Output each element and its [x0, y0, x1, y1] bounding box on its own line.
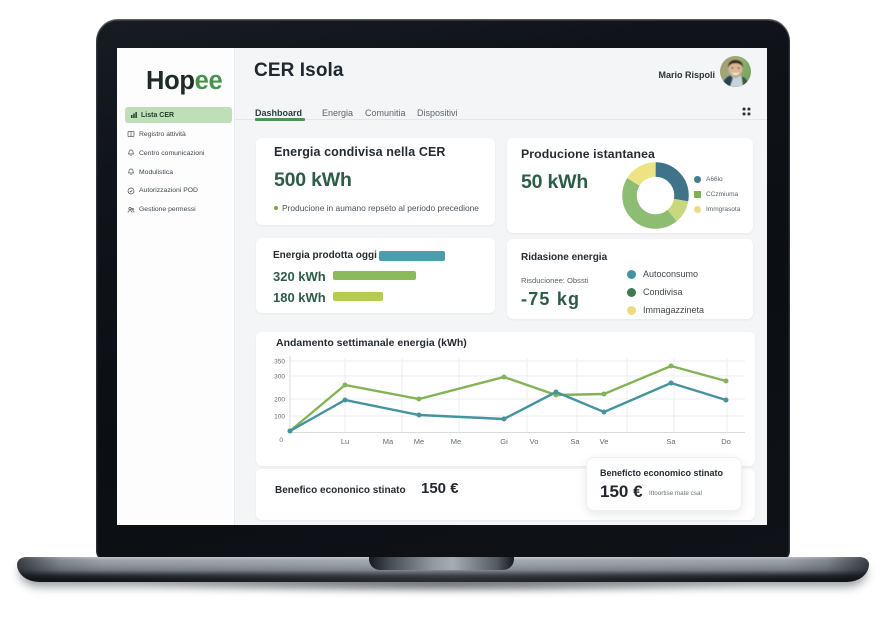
svg-text:Ve: Ve — [600, 437, 609, 446]
svg-text:Me: Me — [451, 437, 461, 446]
svg-text:Me: Me — [414, 437, 424, 446]
svg-text:0: 0 — [279, 437, 283, 444]
svg-text:300: 300 — [274, 374, 285, 381]
svg-text:100: 100 — [274, 414, 285, 421]
svg-text:Do: Do — [721, 437, 731, 446]
svg-text:Gi: Gi — [500, 437, 508, 446]
svg-text:Lu: Lu — [341, 437, 349, 446]
svg-text:200: 200 — [274, 397, 285, 404]
svg-text:Vo: Vo — [530, 437, 539, 446]
svg-text:Ma: Ma — [383, 437, 394, 446]
svg-text:Sa: Sa — [666, 437, 676, 446]
svg-text:350: 350 — [274, 359, 285, 366]
svg-text:Sa: Sa — [570, 437, 580, 446]
